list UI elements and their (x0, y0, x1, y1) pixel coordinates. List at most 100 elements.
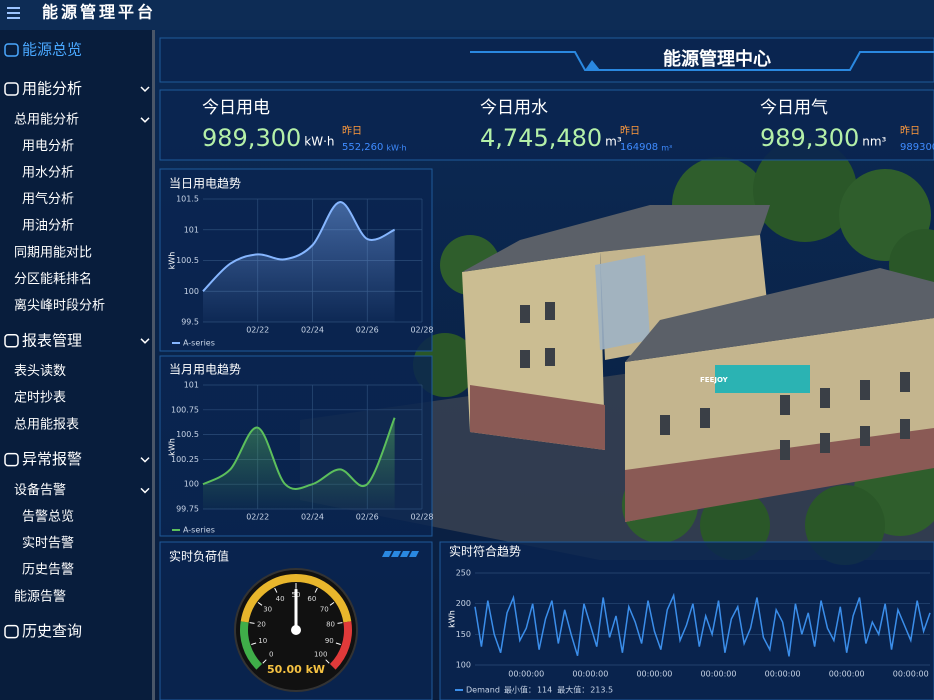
stat-unit: nm³ (862, 135, 886, 149)
legend-stat: 最小值： (504, 685, 536, 695)
y-tick-label: 250 (456, 569, 471, 578)
gauge-tick-label: 10 (258, 637, 267, 645)
menu-icon (4, 334, 19, 348)
menu-label: 异常报警 (22, 450, 82, 468)
x-tick-label: 02/24 (301, 326, 324, 335)
gauge-tick-label: 40 (276, 595, 285, 603)
gauge-band (240, 621, 263, 670)
menu-label: 表头读数 (14, 364, 66, 379)
gauge-tick (335, 642, 341, 645)
stat-prev-label: 昨日 (620, 125, 640, 137)
legend-stat: 最大值： (557, 685, 589, 695)
chart-title: 实时符合趋势 (449, 544, 521, 559)
gauge-tick-label: 20 (257, 621, 266, 629)
stat-prev-unit: kW·h (386, 144, 406, 153)
menu-label: 实时告警 (22, 535, 74, 551)
menu-label: 总用能报表 (14, 417, 79, 432)
x-tick-label: 00:00:00 (829, 670, 865, 679)
banner-title: 能源管理中心 (663, 48, 771, 70)
menu-icon (4, 624, 19, 639)
app-title: 能源管理平台 (42, 3, 156, 22)
menu-label: 总用能分析 (14, 112, 79, 127)
stat-label: 今日用水 (480, 98, 548, 118)
x-tick-label: 00:00:00 (508, 670, 544, 679)
y-tick-label: 150 (456, 630, 471, 639)
stat-label: 今日用电 (202, 98, 270, 118)
stat-prev-label: 昨日 (900, 125, 920, 137)
top-bar (0, 0, 934, 30)
y-tick-label: 99.5 (181, 318, 199, 327)
x-tick-label: 00:00:00 (572, 670, 608, 679)
gauge-tick (314, 587, 318, 593)
y-tick-label: 100 (184, 287, 199, 296)
menu-chevron (140, 117, 150, 123)
menu-label: 告警总览 (22, 509, 74, 525)
y-tick-label: 100.5 (176, 430, 199, 439)
menu-label: 能源总览 (22, 41, 82, 59)
gauge-tick (262, 659, 267, 664)
gauge-tick-label: 80 (326, 621, 335, 629)
y-tick-label: 100.75 (171, 405, 199, 414)
stat-value: 989,300 (760, 124, 859, 152)
gauge-tick (274, 587, 278, 593)
stat-value: 4,745,480 (480, 124, 602, 152)
menu-icon (4, 452, 19, 467)
chart-title: 当月用电趋势 (169, 363, 241, 377)
menu-chevron (140, 86, 150, 93)
stat-prev-label: 昨日 (342, 125, 362, 137)
x-tick-label: 02/28 (410, 513, 433, 522)
menu-chevron (140, 338, 150, 344)
menu-label: 同期用能对比 (14, 245, 92, 260)
menu-label: 分区能耗排名 (14, 271, 92, 287)
gauge-tick (337, 622, 343, 624)
gauge-tick (325, 659, 330, 664)
x-tick-label: 02/22 (246, 326, 269, 335)
menu-label: 用油分析 (22, 219, 74, 234)
sidebar (0, 30, 152, 700)
legend-stat: 114 (537, 686, 552, 695)
x-tick-label: 00:00:00 (636, 670, 672, 679)
building-scene (300, 138, 934, 565)
x-tick-label: 00:00:00 (893, 670, 929, 679)
y-tick-label: 100.25 (171, 455, 199, 464)
gauge-tick-label: 90 (325, 637, 334, 645)
gauge-tick (257, 601, 263, 606)
menu-label: 用水分析 (22, 166, 74, 181)
menu-label: 能源告警 (14, 588, 66, 604)
menu-label: 用气分析 (22, 191, 74, 207)
x-tick-label: 02/26 (356, 326, 379, 335)
y-tick-label: 101.5 (176, 195, 199, 204)
y-axis-label: kWh (168, 252, 177, 270)
y-tick-label: 100 (184, 480, 199, 489)
menu-label: 用电分析 (22, 139, 74, 154)
banner (159, 37, 934, 83)
gauge-tick-label: 60 (307, 595, 316, 603)
chart-title: 实时负荷值 (169, 549, 229, 564)
menu-label: 历史查询 (22, 622, 82, 640)
menu-toggle[interactable] (7, 7, 20, 19)
y-tick-label: 100 (456, 661, 471, 670)
y-tick-label: 99.75 (176, 505, 199, 514)
chart-title: 当日用电趋势 (169, 177, 241, 191)
x-tick-label: 02/22 (246, 513, 269, 522)
legend-label: A-series (183, 526, 215, 535)
x-tick-label: 02/28 (410, 326, 433, 335)
line (202, 201, 396, 292)
gauge-tick (249, 622, 255, 624)
y-axis-label: kWh (448, 610, 457, 628)
gauge-hub (291, 625, 301, 635)
gauge-value-label: 50.00 kW (267, 663, 325, 676)
x-tick-label: 00:00:00 (765, 670, 801, 679)
menu-label: 定时抄表 (14, 391, 66, 406)
stat-unit: kW·h (304, 135, 334, 149)
x-tick-label: 02/24 (301, 513, 324, 522)
menu-chevron (140, 487, 150, 494)
menu-label: 历史告警 (22, 562, 74, 578)
y-tick-label: 101 (184, 225, 199, 234)
menu-label: 离尖峰时段分析 (14, 298, 105, 314)
menu-chevron (140, 457, 150, 463)
gauge-tick (251, 642, 257, 645)
line-area (203, 202, 395, 322)
x-tick-label: 02/26 (356, 513, 379, 522)
